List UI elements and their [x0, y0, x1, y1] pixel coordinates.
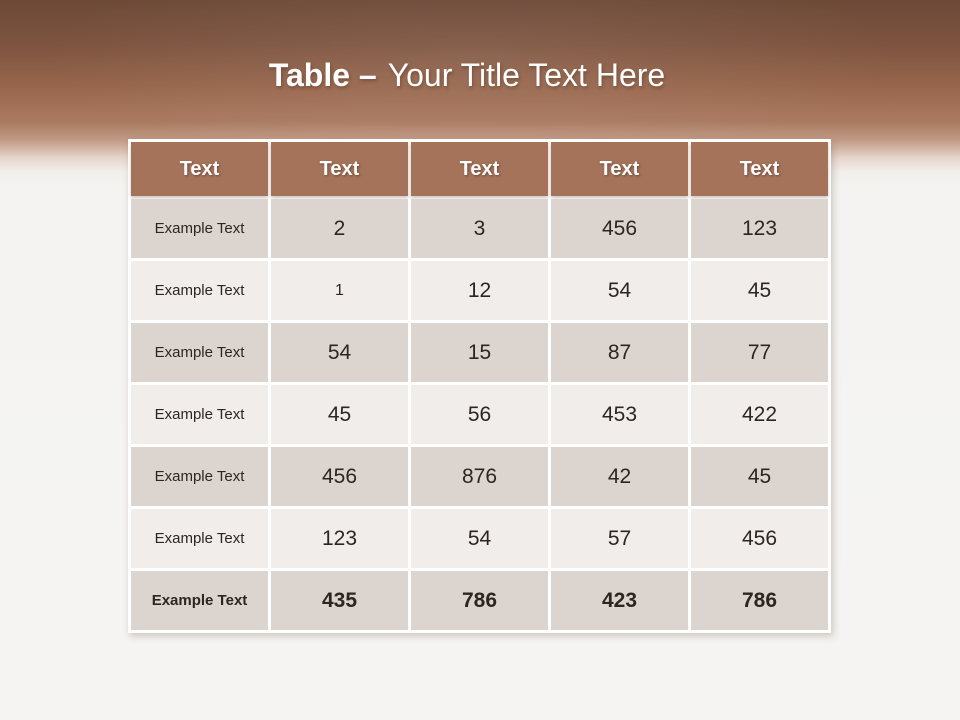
row-label-cell: Example Text	[131, 447, 268, 506]
row-label-cell: Example Text	[131, 261, 268, 320]
data-cell: 54	[551, 261, 688, 320]
row-label-cell: Example Text	[131, 385, 268, 444]
data-cell: 45	[271, 385, 408, 444]
data-cell: 786	[691, 571, 828, 630]
table-header-cell: Text	[271, 142, 408, 196]
table-header-cell: Text	[691, 142, 828, 196]
table-row: Example Text 456 876 42 45	[131, 447, 828, 506]
data-cell: 45	[691, 261, 828, 320]
table-row: Example Text 123 54 57 456	[131, 509, 828, 568]
data-cell: 876	[411, 447, 548, 506]
data-cell: 56	[411, 385, 548, 444]
data-cell: 423	[551, 571, 688, 630]
row-label-cell: Example Text	[131, 199, 268, 258]
data-cell: 42	[551, 447, 688, 506]
row-label-cell: Example Text	[131, 509, 268, 568]
data-cell: 786	[411, 571, 548, 630]
data-cell: 54	[271, 323, 408, 382]
data-cell: 123	[271, 509, 408, 568]
table-row: Example Text 54 15 87 77	[131, 323, 828, 382]
slide-title-emphasis: Table –	[268, 57, 377, 93]
data-cell: 12	[411, 261, 548, 320]
data-cell: 57	[551, 509, 688, 568]
data-cell: 2	[271, 199, 408, 258]
row-label-cell: Example Text	[131, 323, 268, 382]
slide-title: Table – Your Title Text Here	[0, 54, 934, 96]
table-row: Example Text 45 56 453 422	[131, 385, 828, 444]
table-row: Example Text 2 3 456 123	[131, 199, 828, 258]
table-total-row: Example Text 435 786 423 786	[131, 571, 828, 630]
data-cell: 456	[271, 447, 408, 506]
data-cell: 54	[411, 509, 548, 568]
table-header-cell: Text	[551, 142, 688, 196]
data-cell: 1	[271, 261, 408, 320]
slide-title-rest: Your Title Text Here	[387, 57, 666, 93]
data-cell: 456	[551, 199, 688, 258]
data-cell: 3	[411, 199, 548, 258]
table-header-row: Text Text Text Text Text	[131, 142, 828, 196]
data-cell: 123	[691, 199, 828, 258]
table-header-cell: Text	[131, 142, 268, 196]
data-cell: 87	[551, 323, 688, 382]
data-cell: 45	[691, 447, 828, 506]
table-header-cell: Text	[411, 142, 548, 196]
data-cell: 15	[411, 323, 548, 382]
data-cell: 435	[271, 571, 408, 630]
row-label-cell: Example Text	[131, 571, 268, 630]
table-row: Example Text 1 12 54 45	[131, 261, 828, 320]
data-cell: 77	[691, 323, 828, 382]
data-cell: 422	[691, 385, 828, 444]
data-table: Text Text Text Text Text Example Text 2 …	[128, 139, 831, 633]
data-cell: 456	[691, 509, 828, 568]
data-cell: 453	[551, 385, 688, 444]
